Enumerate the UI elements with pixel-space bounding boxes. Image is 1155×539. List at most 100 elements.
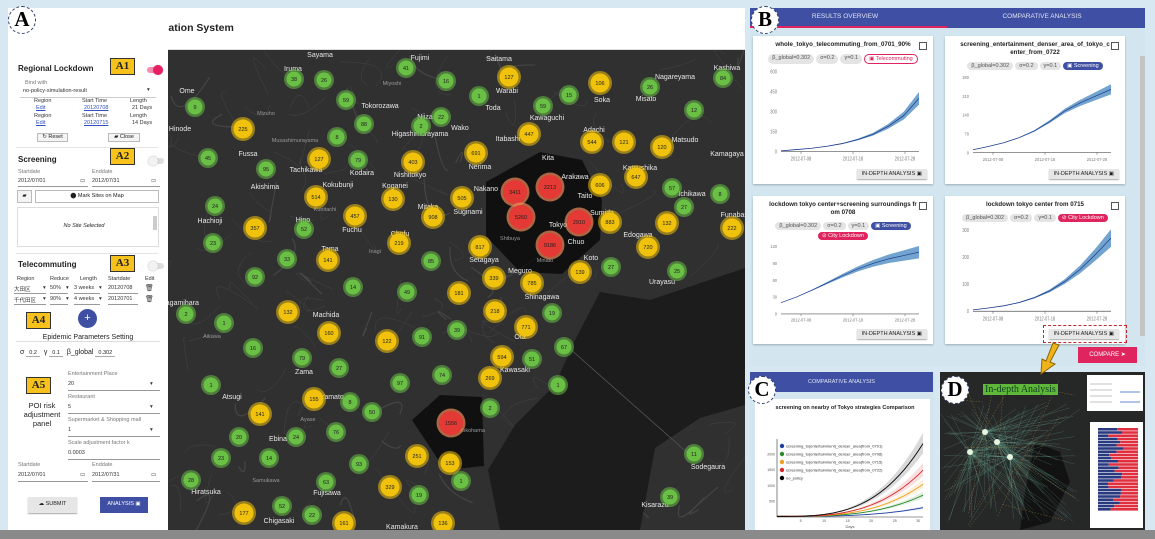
cluster-marker-mid[interactable]: 219 — [387, 231, 411, 255]
cluster-marker-mid[interactable]: 132 — [655, 211, 679, 235]
cluster-marker-mid[interactable]: 785 — [520, 271, 544, 295]
screening-end-input[interactable]: 2012/07/31 — [92, 178, 120, 184]
cluster-marker-low[interactable]: 27 — [674, 197, 694, 217]
select-checkbox[interactable] — [919, 42, 927, 50]
cluster-marker-low[interactable]: 88 — [354, 114, 374, 134]
cluster-marker-mid[interactable]: 121 — [612, 130, 636, 154]
cluster-marker-low[interactable]: 8 — [710, 184, 730, 204]
cluster-marker-mid[interactable]: 139 — [568, 260, 592, 284]
cluster-marker-mid[interactable]: 161 — [332, 511, 356, 530]
telecommuting-start-select[interactable]: 20120701 — [108, 296, 133, 302]
trash-icon[interactable]: 🗑 — [145, 296, 154, 303]
cluster-marker-mid[interactable]: 106 — [588, 71, 612, 95]
cluster-marker-low[interactable]: 1 — [214, 313, 234, 333]
cluster-marker-low[interactable]: 63 — [316, 472, 336, 492]
lockdown-toggle[interactable] — [147, 65, 163, 75]
cluster-marker-low[interactable]: 74 — [432, 365, 452, 385]
lockdown-start-value[interactable]: 20120708 — [84, 105, 109, 111]
cluster-marker-mid[interactable]: 329 — [378, 475, 402, 499]
cluster-marker-low[interactable]: 22 — [302, 505, 322, 525]
cluster-marker-low[interactable]: 33 — [277, 249, 297, 269]
cluster-marker-high[interactable]: 2910 — [564, 207, 594, 237]
cluster-marker-mid[interactable]: 505 — [450, 186, 474, 210]
cluster-marker-mid[interactable]: 136 — [431, 511, 455, 530]
cluster-marker-mid[interactable]: 122 — [375, 329, 399, 353]
screening-start-input[interactable]: 2012/07/01 — [18, 178, 46, 184]
cluster-marker-mid[interactable]: 771 — [514, 315, 538, 339]
cluster-marker-mid[interactable]: 544 — [580, 130, 604, 154]
telecommuting-reduce-select[interactable]: 50% — [50, 285, 62, 291]
bind-select[interactable]: no-policy-simulation-result — [23, 88, 87, 94]
cluster-marker-mid[interactable]: 691 — [464, 141, 488, 165]
in-depth-analysis-button[interactable]: IN-DEPTH ANALYSIS ▣ — [1048, 329, 1119, 339]
select-sites-button[interactable]: ▰ — [17, 190, 32, 203]
cluster-marker-mid[interactable]: 181 — [447, 281, 471, 305]
cluster-marker-low[interactable]: 45 — [198, 148, 218, 168]
cluster-marker-low[interactable]: 79 — [292, 348, 312, 368]
telecommuting-region-select[interactable]: 大田区 — [14, 287, 31, 293]
lockdown-start-value[interactable]: 20120715 — [84, 120, 109, 126]
cluster-marker-mid[interactable]: 251 — [405, 444, 429, 468]
cluster-marker-mid[interactable]: 357 — [243, 216, 267, 240]
cluster-marker-low[interactable]: 26 — [314, 70, 334, 90]
sigma-input[interactable]: 0.2 — [26, 350, 40, 357]
cluster-marker-low[interactable]: 41 — [396, 58, 416, 78]
cluster-marker-low[interactable]: 1 — [548, 375, 568, 395]
cluster-marker-low[interactable]: 8 — [327, 127, 347, 147]
cluster-marker-high[interactable]: 2213 — [535, 172, 565, 202]
cluster-marker-low[interactable]: 59 — [533, 96, 553, 116]
cluster-marker-low[interactable]: 57 — [662, 178, 682, 198]
cluster-marker-low[interactable]: 25 — [667, 261, 687, 281]
scrollbar[interactable] — [153, 216, 157, 230]
cluster-marker-mid[interactable]: 120 — [650, 135, 674, 159]
map-view[interactable]: SayamaIrumaOmeFujimiMiyoshiTokorozawaMiz… — [168, 50, 745, 530]
tab-comparative-analysis[interactable]: COMPARATIVE ANALYSIS — [1002, 13, 1082, 20]
cluster-marker-low[interactable]: 1 — [451, 471, 471, 491]
cluster-marker-low[interactable]: 95 — [256, 159, 276, 179]
cluster-marker-low[interactable]: 11 — [684, 444, 704, 464]
in-depth-analysis-button[interactable]: IN-DEPTH ANALYSIS ▣ — [856, 329, 927, 339]
poi-end-input[interactable]: 2012/07/31 — [92, 472, 120, 478]
cluster-marker-low[interactable]: 97 — [390, 373, 410, 393]
poi-field-input[interactable]: 0.0003 — [68, 450, 85, 456]
cluster-marker-low[interactable]: 2 — [411, 116, 431, 136]
cluster-marker-mid[interactable]: 130 — [381, 187, 405, 211]
beta-input[interactable]: 0.302 — [95, 350, 116, 357]
mark-sites-button[interactable]: ⬤ Mark Sites on Map — [35, 190, 159, 203]
cluster-marker-mid[interactable]: 647 — [624, 165, 648, 189]
cluster-marker-mid[interactable]: 883 — [598, 210, 622, 234]
cluster-marker-low[interactable]: 27 — [601, 257, 621, 277]
cluster-marker-low[interactable]: 24 — [205, 196, 225, 216]
cluster-marker-low[interactable]: 59 — [336, 90, 356, 110]
cluster-marker-mid[interactable]: 225 — [231, 117, 255, 141]
lockdown-region-value[interactable]: Edit — [36, 120, 46, 126]
cluster-marker-low[interactable]: 12 — [684, 100, 704, 120]
cluster-marker-low[interactable]: 16 — [436, 71, 456, 91]
cluster-marker-low[interactable]: 14 — [343, 277, 363, 297]
cluster-marker-mid[interactable]: 514 — [304, 185, 328, 209]
telecommuting-start-select[interactable]: 20120708 — [108, 285, 133, 291]
cluster-marker-mid[interactable]: 132 — [276, 300, 300, 324]
in-depth-analysis-button[interactable]: IN-DEPTH ANALYSIS ▣ — [1048, 169, 1119, 179]
cluster-marker-low[interactable]: 92 — [245, 267, 265, 287]
cluster-marker-low[interactable]: 52 — [294, 219, 314, 239]
cluster-marker-mid[interactable]: 720 — [636, 235, 660, 259]
cluster-marker-mid[interactable]: 269 — [478, 366, 502, 390]
cluster-marker-mid[interactable]: 222 — [720, 216, 744, 240]
cluster-marker-low[interactable]: 28 — [181, 470, 201, 490]
cluster-marker-low[interactable]: 19 — [542, 303, 562, 323]
compare-button[interactable]: COMPARE ➤ — [1078, 347, 1137, 363]
cluster-marker-low[interactable]: 91 — [412, 327, 432, 347]
cluster-marker-mid[interactable]: 594 — [490, 345, 514, 369]
in-depth-analysis-button[interactable]: IN-DEPTH ANALYSIS ▣ — [856, 169, 927, 179]
cluster-marker-mid[interactable]: 141 — [248, 402, 272, 426]
cluster-marker-low[interactable]: 84 — [713, 68, 733, 88]
add-telecommuting-button[interactable]: + — [78, 309, 97, 328]
cluster-marker-low[interactable]: 52 — [272, 496, 292, 516]
cluster-marker-mid[interactable]: 177 — [232, 501, 256, 525]
flow-node[interactable] — [1007, 454, 1013, 460]
calendar-icon[interactable]: ▭ — [151, 178, 157, 184]
cluster-marker-low[interactable]: 39 — [447, 320, 467, 340]
cluster-marker-low[interactable]: 20 — [229, 427, 249, 447]
cluster-marker-mid[interactable]: 908 — [421, 205, 445, 229]
